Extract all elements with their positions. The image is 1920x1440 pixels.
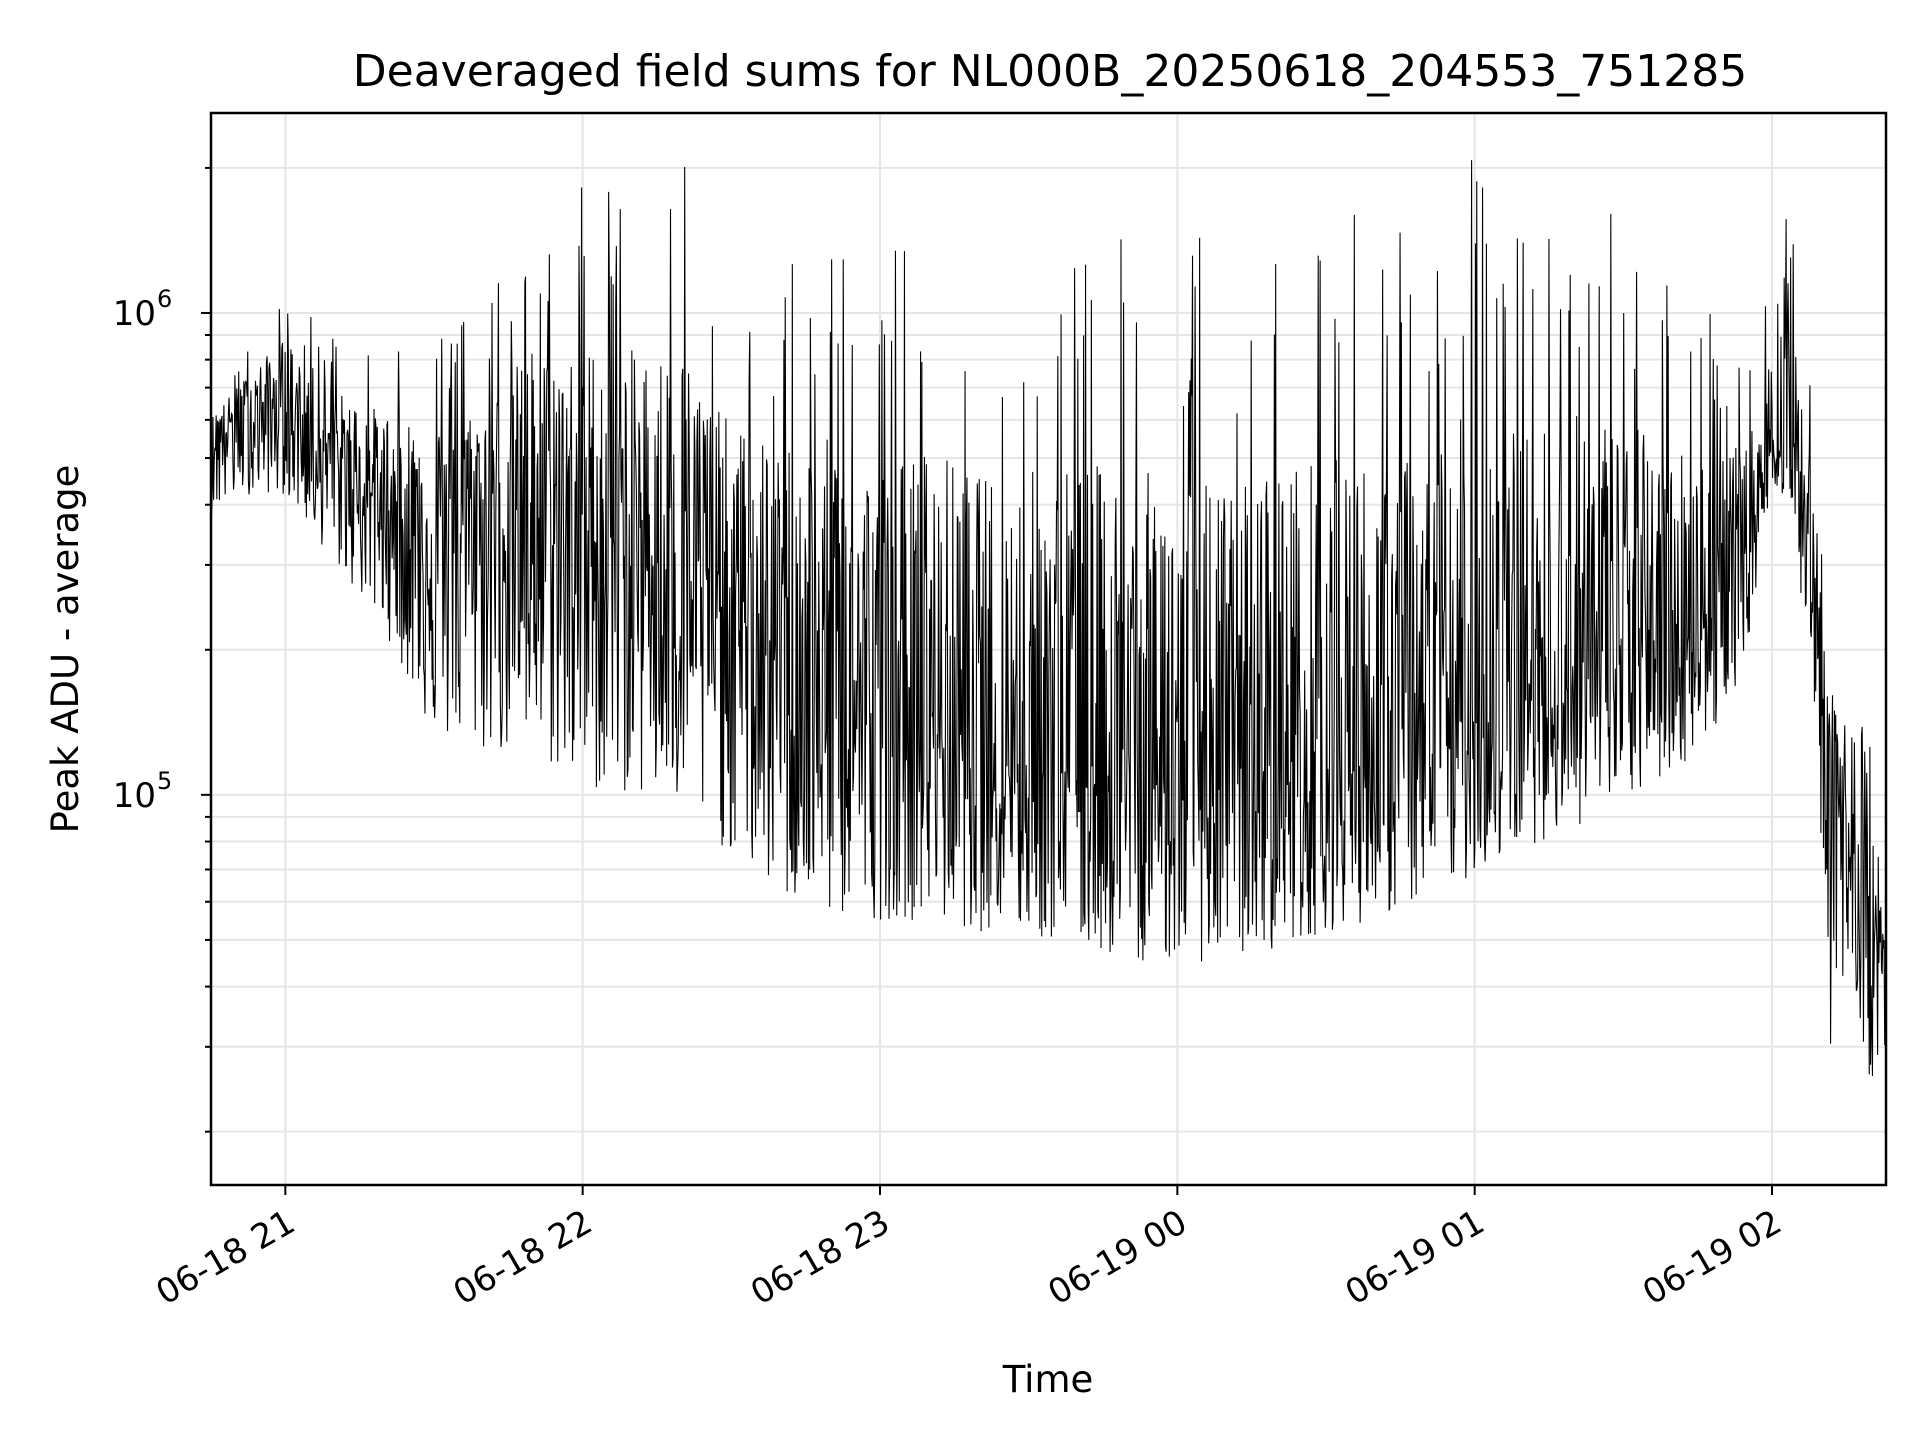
series-layer [210, 160, 1887, 1076]
x-tick-label: 06-18 23 [744, 1202, 896, 1313]
x-axis-label: Time [1002, 1358, 1094, 1401]
x-tick-label: 06-19 01 [1339, 1202, 1491, 1313]
chart-title: Deaveraged field sums for NL000B_2025061… [353, 46, 1747, 97]
x-tick-label: 06-18 21 [149, 1202, 301, 1313]
y-tick-label-exponent: 5 [157, 767, 172, 795]
y-tick-label: 10 [113, 776, 156, 816]
x-tick-label: 06-18 22 [447, 1202, 599, 1313]
y-axis-label: Peak ADU - average [44, 465, 87, 834]
x-tick-label: 06-19 00 [1041, 1202, 1193, 1313]
x-tick-label: 06-19 02 [1636, 1202, 1788, 1313]
y-tick-label-exponent: 6 [157, 285, 172, 313]
series-line-0 [210, 160, 1887, 1076]
y-tick-label: 10 [113, 294, 156, 334]
